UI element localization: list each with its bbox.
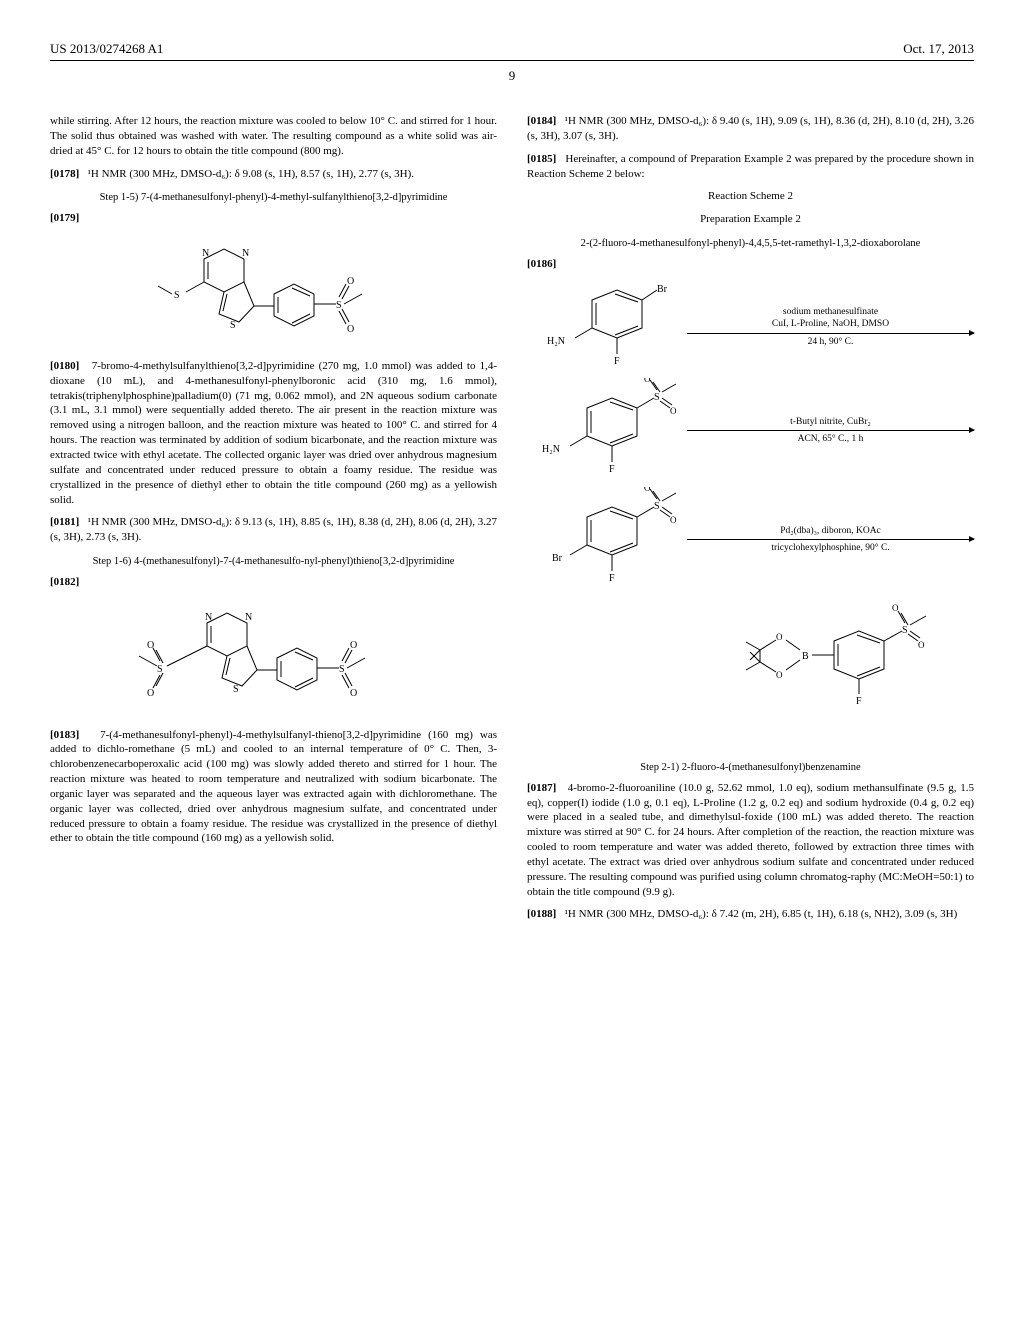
arrow-icon <box>687 430 974 431</box>
svg-text:O: O <box>644 487 651 493</box>
svg-text:F: F <box>614 356 620 367</box>
svg-text:H₂N: H₂N <box>542 444 560 455</box>
paragraph: [0185] Hereinafter, a compound of Prepar… <box>527 152 974 182</box>
reagent-text: ACN, 65° C., 1 h <box>687 433 974 445</box>
paragraph: while stirring. After 12 hours, the reac… <box>50 114 497 159</box>
chemical-structure: S O O H₂N F <box>532 378 682 478</box>
chemical-structure: S O O N N S <box>129 598 419 718</box>
preparation-title: Preparation Example 2 <box>527 212 974 227</box>
svg-text:S: S <box>654 392 660 403</box>
para-number: [0178] <box>50 168 79 180</box>
compound-title: 2-(2-fluoro-4-methanesulfonyl-phenyl)-4,… <box>527 237 974 251</box>
step-title: Step 2-1) 2-fluoro-4-(methanesulfonyl)be… <box>527 761 974 775</box>
para-number: [0182] <box>50 576 79 588</box>
paragraph-text: 4-bromo-2-fluoroaniline (10.0 g, 52.62 m… <box>527 782 974 898</box>
svg-text:F: F <box>609 464 615 475</box>
paragraph-text: 7-(4-methanesulfonyl-phenyl)-4-methylsul… <box>50 729 497 845</box>
reagent-text: Pd₂(dba)₃, diboron, KOAc <box>687 525 974 537</box>
svg-text:O: O <box>776 632 783 642</box>
page-number: 9 <box>50 67 974 85</box>
para-number: [0181] <box>50 516 79 528</box>
reaction-scheme: Br H₂N F sodium methanesulfinate CuI, L-… <box>527 280 974 751</box>
svg-text:F: F <box>856 696 862 707</box>
right-column: [0184] ¹H NMR (300 MHz, DMSO-d₆): δ 9.40… <box>527 114 974 930</box>
step-title: Step 1-5) 7-(4-methanesulfonyl-phenyl)-4… <box>50 191 497 205</box>
reagent-text: t-Butyl nitrite, CuBr₂ <box>687 416 974 428</box>
svg-text:O: O <box>670 515 677 525</box>
reagent-text: sodium methanesulfinate <box>687 306 974 318</box>
para-number: [0180] <box>50 360 79 372</box>
svg-text:S: S <box>157 664 163 675</box>
reagent-text: CuI, L-Proline, NaOH, DMSO <box>687 318 974 330</box>
paragraph-text: Hereinafter, a compound of Preparation E… <box>527 153 974 180</box>
paragraph: [0186] <box>527 257 974 272</box>
scheme-label: Reaction Scheme 2 <box>527 189 974 204</box>
nmr-text: ¹H NMR (300 MHz, DMSO-d₆): δ 9.08 (s, 1H… <box>88 168 414 180</box>
svg-text:O: O <box>147 688 154 699</box>
svg-text:S: S <box>174 290 180 301</box>
svg-text:S: S <box>230 320 236 331</box>
svg-text:S: S <box>654 501 660 512</box>
paragraph: [0179] <box>50 211 497 226</box>
svg-text:B: B <box>802 651 809 662</box>
svg-text:O: O <box>892 603 899 613</box>
svg-text:S: S <box>233 684 239 695</box>
para-number: [0184] <box>527 115 556 127</box>
para-number: [0179] <box>50 212 79 224</box>
chemical-structure: Br H₂N F <box>537 280 677 370</box>
nmr-text: ¹H NMR (300 MHz, DMSO-d₆): δ 9.40 (s, 1H… <box>527 115 974 142</box>
para-number: [0188] <box>527 908 556 920</box>
paragraph: [0183] 7-(4-methanesulfonyl-phenyl)-4-me… <box>50 728 497 847</box>
para-number: [0186] <box>527 258 556 270</box>
reagent-text: tricyclohexylphosphine, 90° C. <box>687 542 974 554</box>
nmr-data: [0184] ¹H NMR (300 MHz, DMSO-d₆): δ 9.40… <box>527 114 974 144</box>
chemical-structure: N N S S S <box>144 234 404 349</box>
svg-text:N: N <box>242 248 249 259</box>
svg-text:N: N <box>202 248 209 259</box>
svg-text:N: N <box>205 612 212 623</box>
svg-text:O: O <box>350 640 357 651</box>
svg-text:H₂N: H₂N <box>547 336 565 347</box>
paragraph: [0182] <box>50 575 497 590</box>
svg-text:S: S <box>336 300 342 311</box>
paragraph: [0180] 7-bromo-4-methylsulfanylthieno[3,… <box>50 359 497 507</box>
chemical-structure: S O O Br F <box>532 487 682 587</box>
svg-text:O: O <box>347 324 354 335</box>
reagent-text: 24 h, 90° C. <box>687 336 974 348</box>
nmr-text: ¹H NMR (300 MHz, DMSO-d₆): δ 9.13 (s, 1H… <box>50 516 497 543</box>
svg-text:O: O <box>644 378 651 384</box>
nmr-text: ¹H NMR (300 MHz, DMSO-d₆): δ 7.42 (m, 2H… <box>565 908 958 920</box>
svg-text:S: S <box>339 664 345 675</box>
svg-text:S: S <box>902 625 908 636</box>
chemical-structure: S O O F B O <box>724 596 954 746</box>
svg-text:O: O <box>347 276 354 287</box>
para-number: [0187] <box>527 782 556 794</box>
svg-text:O: O <box>670 406 677 416</box>
publication-date: Oct. 17, 2013 <box>903 40 974 58</box>
para-number: [0185] <box>527 153 556 165</box>
nmr-data: [0181] ¹H NMR (300 MHz, DMSO-d₆): δ 9.13… <box>50 515 497 545</box>
svg-text:Br: Br <box>657 284 668 295</box>
svg-text:O: O <box>350 688 357 699</box>
arrow-icon <box>687 333 974 334</box>
svg-text:O: O <box>776 670 783 680</box>
svg-text:Br: Br <box>552 553 563 564</box>
publication-number: US 2013/0274268 A1 <box>50 40 163 58</box>
svg-text:F: F <box>609 573 615 584</box>
para-number: [0183] <box>50 729 79 741</box>
nmr-data: [0178] ¹H NMR (300 MHz, DMSO-d₆): δ 9.08… <box>50 167 497 182</box>
svg-text:O: O <box>918 640 925 650</box>
arrow-icon <box>687 539 974 540</box>
paragraph-text: 7-bromo-4-methylsulfanylthieno[3,2-d]pyr… <box>50 360 497 506</box>
svg-text:O: O <box>147 640 154 651</box>
nmr-data: [0188] ¹H NMR (300 MHz, DMSO-d₆): δ 7.42… <box>527 907 974 922</box>
left-column: while stirring. After 12 hours, the reac… <box>50 114 497 930</box>
step-title: Step 1-6) 4-(methanesulfonyl)-7-(4-metha… <box>50 555 497 569</box>
svg-text:N: N <box>245 612 252 623</box>
paragraph: [0187] 4-bromo-2-fluoroaniline (10.0 g, … <box>527 781 974 900</box>
